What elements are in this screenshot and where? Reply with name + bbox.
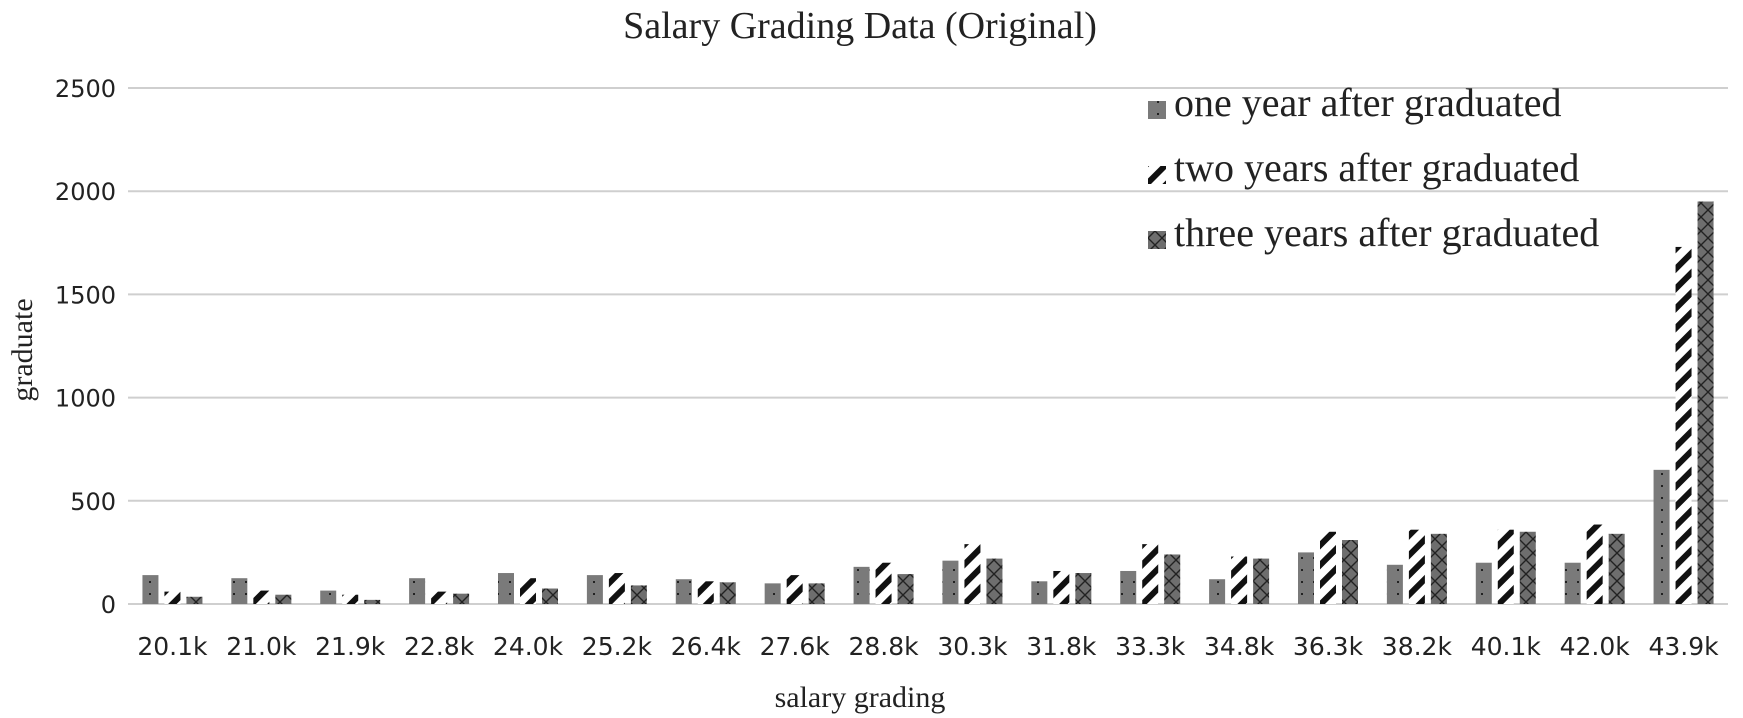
bar-three-years: [1430, 533, 1447, 604]
bar-two-years: [253, 590, 270, 604]
bar-one-year: [409, 578, 426, 604]
bar-two-years: [164, 591, 181, 604]
x-tick-label: 21.0k: [226, 632, 297, 661]
x-tick-label: 42.0k: [1560, 632, 1631, 661]
x-tick-label: 22.8k: [404, 632, 475, 661]
y-axis-label: graduate: [6, 298, 39, 401]
bar-one-year: [1564, 562, 1581, 604]
bar-one-year: [1386, 564, 1403, 604]
x-axis-label: salary grading: [775, 681, 946, 714]
x-tick-label: 28.8k: [848, 632, 919, 661]
x-tick-label: 38.2k: [1382, 632, 1453, 661]
bar-two-years: [1675, 246, 1692, 605]
bar-one-year: [1120, 570, 1137, 604]
x-tick-label: 24.0k: [493, 632, 564, 661]
legend-swatch-one-year: [1148, 101, 1166, 119]
bar-three-years: [542, 588, 558, 604]
bar-three-years: [1342, 540, 1358, 604]
bar-two-years: [431, 591, 448, 604]
bar-three-years: [808, 583, 825, 604]
x-tick-label: 36.3k: [1293, 632, 1364, 661]
bar-one-year: [1298, 552, 1314, 604]
bars: [142, 201, 1714, 605]
legend-swatch-two-years: [1148, 166, 1166, 184]
y-tick-label: 2500: [55, 75, 116, 103]
x-tick-label: 26.4k: [671, 632, 742, 661]
bar-one-year: [1209, 579, 1226, 604]
bar-two-years: [342, 594, 359, 604]
chart-title: Salary Grading Data (Original): [623, 5, 1097, 47]
legend-swatch-three-years: [1148, 231, 1166, 249]
y-tick-label: 1000: [55, 385, 116, 413]
legend-label: three years after graduated: [1174, 210, 1599, 255]
bar-one-year: [942, 560, 959, 604]
bar-one-year: [675, 579, 692, 604]
x-tick-label: 33.3k: [1115, 632, 1186, 661]
bar-two-years: [786, 575, 803, 604]
bar-one-year: [1031, 581, 1048, 604]
legend: one year after graduated two years after …: [1148, 80, 1599, 255]
bar-one-year: [498, 573, 514, 604]
x-tick-label: 25.2k: [582, 632, 653, 661]
bar-one-year: [142, 575, 159, 604]
bar-one-year: [764, 583, 781, 604]
bar-two-years: [1053, 570, 1070, 604]
bar-one-year: [586, 575, 603, 604]
bar-three-years: [1253, 558, 1270, 604]
bar-two-years: [964, 544, 981, 604]
bar-two-years: [697, 581, 714, 604]
bar-three-years: [986, 558, 1003, 604]
x-tick-label: 27.6k: [760, 632, 831, 661]
y-tick-label: 0: [101, 591, 116, 619]
y-tick-label: 500: [70, 488, 116, 516]
legend-label: one year after graduated: [1174, 80, 1562, 125]
gridlines: [128, 87, 1728, 605]
bar-two-years: [875, 562, 892, 604]
bar-three-years: [630, 585, 647, 604]
x-tick-label: 34.8k: [1204, 632, 1275, 661]
bar-three-years: [1519, 531, 1536, 604]
bar-two-years: [1320, 531, 1336, 604]
bar-one-year: [853, 566, 870, 604]
bar-three-years: [364, 599, 381, 604]
bar-three-years: [186, 596, 203, 604]
bar-two-years: [1497, 529, 1514, 604]
x-axis-ticks: 20.1k 21.0k 21.9k 22.8k 24.0k 25.2k 26.4k 27.6k…: [137, 632, 1719, 661]
x-tick-label: 20.1k: [137, 632, 208, 661]
legend-label: two years after graduated: [1174, 145, 1579, 190]
x-tick-label: 21.9k: [315, 632, 386, 661]
bar-three-years: [1697, 201, 1714, 604]
bar-one-year: [231, 578, 248, 604]
bar-three-years: [897, 574, 914, 604]
y-tick-label: 1500: [55, 281, 116, 309]
bar-two-years: [608, 573, 625, 604]
y-tick-label: 2000: [55, 178, 116, 206]
bar-three-years: [1164, 554, 1181, 604]
bar-three-years: [453, 593, 470, 604]
bar-two-years: [1231, 556, 1248, 604]
x-tick-label: 31.8k: [1026, 632, 1097, 661]
bar-one-year: [1475, 562, 1492, 604]
y-axis-ticks: 0 500 1000 1500 2000 2500: [55, 75, 116, 619]
bar-three-years: [1075, 573, 1092, 604]
bar-one-year: [1653, 469, 1670, 604]
x-tick-label: 43.9k: [1648, 632, 1719, 661]
bar-three-years: [275, 594, 292, 604]
bar-two-years: [1586, 524, 1603, 604]
bar-one-year: [320, 590, 337, 604]
bar-three-years: [719, 582, 736, 604]
bar-two-years: [1142, 544, 1159, 604]
bar-two-years: [520, 578, 536, 604]
x-tick-label: 30.3k: [937, 632, 1008, 661]
bar-three-years: [1608, 533, 1625, 604]
x-tick-label: 40.1k: [1471, 632, 1542, 661]
bar-two-years: [1408, 529, 1425, 604]
